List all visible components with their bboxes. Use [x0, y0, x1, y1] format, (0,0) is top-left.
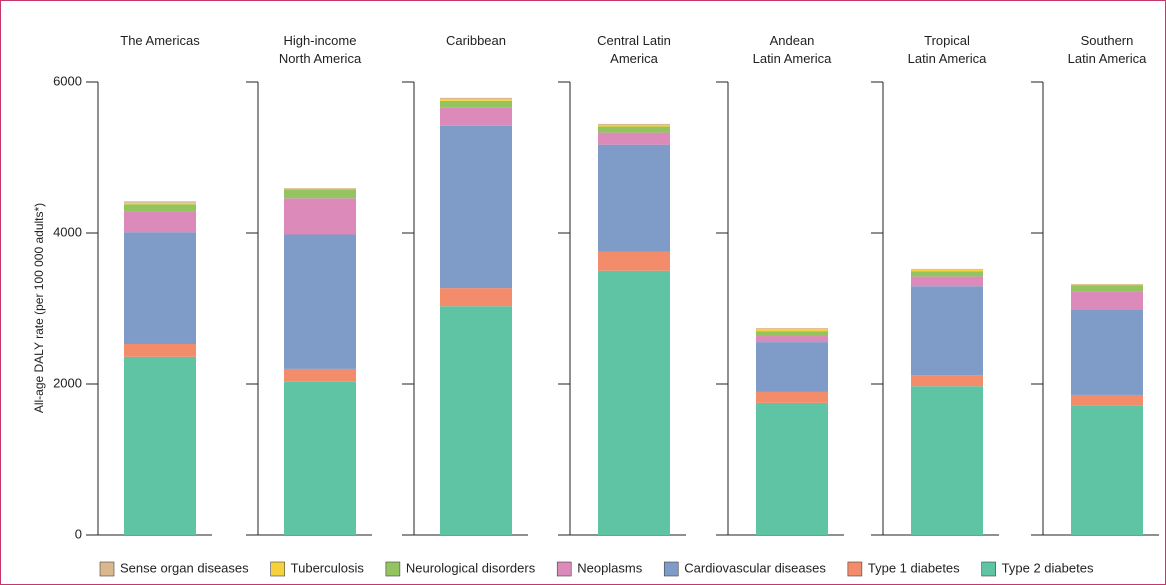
bar-segment	[124, 204, 196, 212]
bar-segment	[756, 331, 828, 337]
bar-segment	[284, 198, 356, 235]
bar-segment	[756, 391, 828, 403]
bar-segment	[124, 201, 196, 203]
bar-segment	[440, 107, 512, 126]
bar-segment	[440, 98, 512, 101]
legend-swatch	[663, 561, 679, 577]
legend-swatch	[270, 561, 285, 577]
bar-segment	[440, 288, 512, 307]
bar-segment	[598, 123, 670, 126]
panel-title: The Americas	[120, 33, 200, 48]
legend-label: Type 2 diabetes	[1002, 560, 1094, 575]
legend-swatch	[385, 561, 401, 577]
bar-segment	[598, 132, 670, 145]
bar-segment	[598, 144, 670, 252]
bar-segment	[440, 306, 512, 535]
bar-segment	[284, 234, 356, 369]
legend-label: Tuberculosis	[291, 560, 365, 575]
panel-title: Central Latin America	[597, 33, 671, 66]
panel-title: Southern Latin America	[1068, 33, 1148, 66]
bar-segment	[1071, 285, 1143, 292]
y-tick-label: 6000	[53, 73, 82, 88]
bar-segment	[284, 188, 356, 189]
legend-label: Cardiovascular diseases	[684, 560, 826, 575]
y-tick-label: 0	[75, 526, 82, 541]
bar-segment	[911, 271, 983, 277]
bar-segment	[284, 368, 356, 382]
bar-segment	[284, 189, 356, 199]
bar-segment	[598, 126, 670, 133]
bar-segment	[124, 356, 196, 535]
panel-title: Tropical Latin America	[908, 33, 988, 66]
bar-segment	[756, 402, 828, 535]
panel-title: High-income North America	[279, 33, 362, 66]
bar-segment	[440, 97, 512, 99]
bar-segment	[756, 329, 828, 332]
legend-label: Sense organ diseases	[120, 560, 249, 575]
legend-swatch	[981, 561, 996, 577]
legend-label: Neurological disorders	[406, 560, 536, 575]
bar-segment	[911, 269, 983, 272]
legend-swatch	[847, 561, 863, 577]
bar-segment	[440, 125, 512, 289]
bar-segment	[1071, 394, 1143, 406]
bar-segment	[598, 251, 670, 271]
bar-segment	[1071, 291, 1143, 311]
y-tick-label: 4000	[53, 224, 82, 239]
bar-segment	[756, 328, 828, 330]
bar-segment	[756, 342, 828, 392]
legend-label: Neoplasms	[577, 560, 643, 575]
y-axis-title: All-age DALY rate (per 100 000 adults*)	[32, 203, 46, 413]
panel-title: Caribbean	[446, 33, 506, 48]
bar-segment	[911, 386, 983, 535]
bar-segment	[124, 202, 196, 205]
legend-swatch	[99, 561, 115, 577]
legend-label: Type 1 diabetes	[868, 560, 960, 575]
panel-title: Andean Latin America	[753, 33, 833, 66]
bar-segment	[1071, 405, 1143, 535]
bar-segment	[124, 232, 196, 344]
bar-segment	[124, 211, 196, 233]
bar-segment	[440, 100, 512, 108]
bar-segment	[756, 336, 828, 343]
bar-segment	[911, 286, 983, 376]
y-tick-label: 2000	[53, 375, 82, 390]
bar-segment	[1071, 310, 1143, 395]
bar-segment	[124, 343, 196, 357]
bar-segment	[1071, 283, 1143, 285]
bar-segment	[911, 375, 983, 387]
legend-swatch	[556, 561, 572, 577]
bar-segment	[911, 268, 983, 270]
bar-segment	[911, 276, 983, 287]
bar-segment	[598, 270, 670, 535]
bar-segment	[284, 381, 356, 535]
bar-segment	[598, 125, 670, 127]
